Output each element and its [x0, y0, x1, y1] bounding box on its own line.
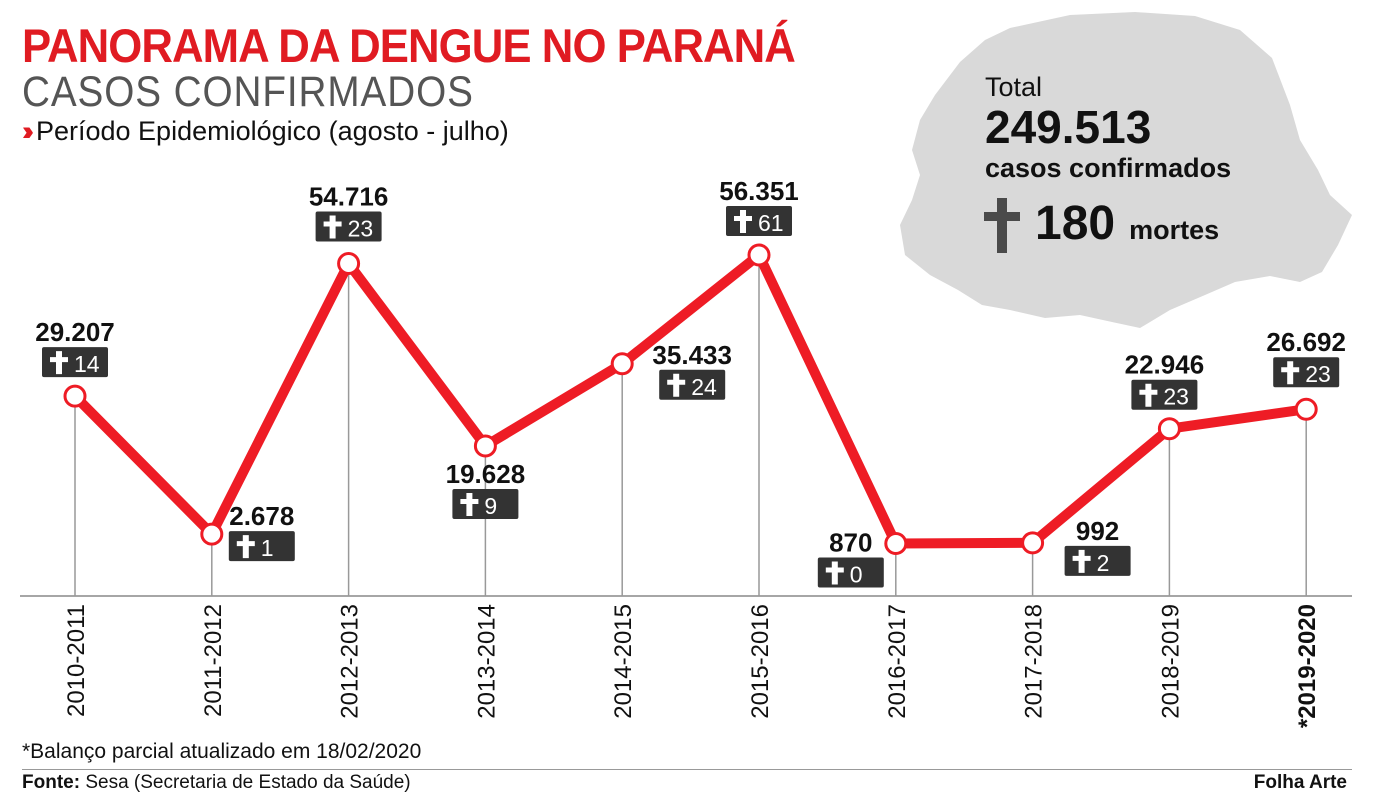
- death-value: 14: [74, 351, 100, 377]
- x-tick-label: 2013-2014: [473, 604, 500, 719]
- value-label: 992: [1076, 516, 1119, 546]
- total-deaths-value: 180: [1035, 197, 1116, 250]
- data-point: [337, 252, 361, 276]
- cross-icon: [984, 198, 1020, 253]
- x-tick-label: 2018-2019: [1157, 604, 1184, 719]
- cross-icon: [1072, 549, 1091, 573]
- death-value: 23: [1163, 384, 1189, 410]
- value-label: 29.207: [35, 317, 115, 347]
- value-label: 54.716: [309, 182, 389, 212]
- cross-icon: [1281, 361, 1300, 385]
- total-deaths-row: 180 mortes: [985, 196, 1231, 251]
- data-point: [1157, 417, 1181, 441]
- period-caption: ›› Período Epidemiológico (agosto - julho…: [22, 116, 509, 147]
- x-tick-label: 2012-2013: [337, 604, 364, 719]
- value-label: 35.433: [652, 340, 732, 370]
- x-tick-label: 2014-2015: [610, 604, 637, 719]
- data-point: [1294, 397, 1318, 421]
- x-tick-label: 2011-2012: [200, 604, 227, 717]
- total-deaths-label: mortes: [1129, 215, 1220, 245]
- death-value: 23: [348, 216, 374, 242]
- chevron-right-icon: ››: [22, 116, 34, 146]
- cross-icon: [734, 210, 752, 233]
- x-tick-label: 2015-2016: [747, 604, 774, 719]
- cross-icon: [1139, 383, 1158, 407]
- x-tick-label: 2017-2018: [1021, 604, 1048, 719]
- chart-title: PANORAMA DA DENGUE NO PARANÁ: [22, 19, 796, 72]
- value-labels: 29.207 14 2.678 1 54.716 23 19.628 9 35.433 24 56.…: [35, 176, 1346, 588]
- footnote: *Balanço parcial atualizado em 18/02/202…: [22, 740, 422, 763]
- value-label: 26.692: [1266, 327, 1346, 357]
- value-label: 2.678: [229, 501, 294, 531]
- x-tick-label: *2019-2020: [1294, 604, 1321, 728]
- death-value: 24: [691, 374, 717, 400]
- value-label: 56.351: [719, 176, 799, 206]
- x-tick-label: 2010-2011: [63, 604, 90, 717]
- data-point: [1021, 531, 1045, 555]
- summary-box: Total 249.513 casos confirmados 180 mort…: [985, 70, 1231, 251]
- data-points: [63, 243, 1318, 555]
- death-value: 61: [758, 210, 784, 236]
- data-point: [63, 384, 87, 408]
- total-cases-label: casos confirmados: [985, 153, 1232, 183]
- value-label: 22.946: [1125, 350, 1205, 380]
- cross-icon: [460, 492, 479, 516]
- cross-icon: [667, 373, 686, 397]
- cross-icon: [323, 215, 342, 239]
- cross-icon: [236, 535, 255, 559]
- data-point: [473, 434, 497, 458]
- x-tick-labels: 2010-2011 2011-2012 2012-2013 2013-2014 2014…: [63, 604, 1321, 728]
- source-text: Sesa (Secretaria de Estado da Saúde): [85, 772, 411, 793]
- x-tick-label: 2016-2017: [884, 604, 911, 719]
- value-label: 19.628: [446, 459, 526, 489]
- death-value: 9: [484, 493, 497, 519]
- data-point: [200, 522, 224, 546]
- data-point: [610, 352, 634, 376]
- death-value: 2: [1097, 550, 1110, 576]
- chart-subtitle: CASOS CONFIRMADOS: [22, 68, 474, 116]
- credit: Folha Arte: [1253, 772, 1347, 793]
- data-point: [884, 531, 908, 555]
- data-point: [747, 243, 771, 267]
- total-value: 249.513: [985, 101, 1152, 153]
- period-text: Período Epidemiológico (agosto - julho): [35, 116, 509, 146]
- value-label: 870: [829, 527, 872, 557]
- parana-map-shape: [900, 12, 1352, 328]
- cross-icon: [825, 561, 844, 585]
- source-line: Fonte: Sesa (Secretaria de Estado da Saú…: [22, 772, 411, 794]
- death-value: 23: [1305, 361, 1331, 387]
- series-line-cases: [70, 250, 1312, 549]
- cross-icon: [50, 351, 68, 375]
- death-value: 0: [850, 561, 863, 587]
- total-label: Total: [985, 72, 1043, 102]
- footer-divider: [22, 769, 1352, 770]
- death-value: 1: [261, 535, 274, 561]
- source-label: Fonte:: [22, 772, 81, 793]
